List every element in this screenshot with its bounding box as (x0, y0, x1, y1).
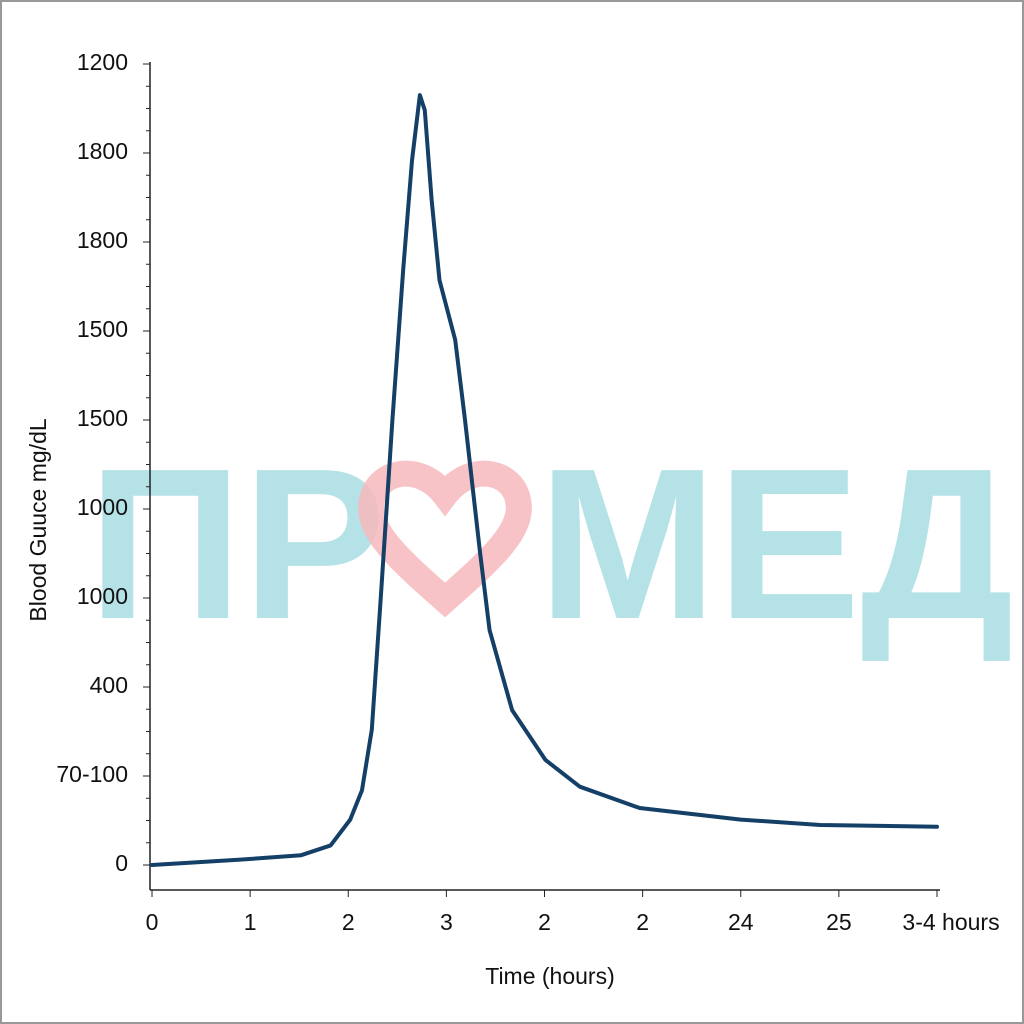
x-tick-label: 1 (244, 909, 257, 935)
data-line (150, 93, 939, 867)
y-tick-label: 70-100 (56, 761, 128, 787)
y-axis-label: Blood Guuce mg/dL (25, 418, 51, 622)
y-tick-label: 1200 (77, 49, 128, 75)
x-tick-label: 24 (728, 909, 754, 935)
x-tick-label: 2 (538, 909, 551, 935)
y-tick-label: 0 (115, 850, 128, 876)
watermark: ПР МЕД (88, 423, 1014, 664)
y-tick-label: 400 (90, 672, 128, 698)
x-tick-label: 25 (826, 909, 852, 935)
x-tick-label: 2 (342, 909, 355, 935)
watermark-text: МЕД (538, 423, 1014, 664)
x-tick-label: 2 (636, 909, 649, 935)
y-tick-label: 1800 (77, 227, 128, 253)
y-tick-label: 1500 (77, 405, 128, 431)
watermark-text: ПР (88, 423, 386, 664)
y-tick-label: 1000 (77, 494, 128, 520)
y-tick-label: 1500 (77, 316, 128, 342)
y-tick-label: 1800 (77, 138, 128, 164)
x-tick-label: 3 (440, 909, 453, 935)
x-axis-label: Time (hours) (485, 963, 615, 989)
y-tick-label: 1000 (77, 583, 128, 609)
watermark-heart (358, 460, 532, 618)
x-tick-label: 0 (146, 909, 159, 935)
x-tick-label: 3-4 hours (902, 909, 999, 935)
